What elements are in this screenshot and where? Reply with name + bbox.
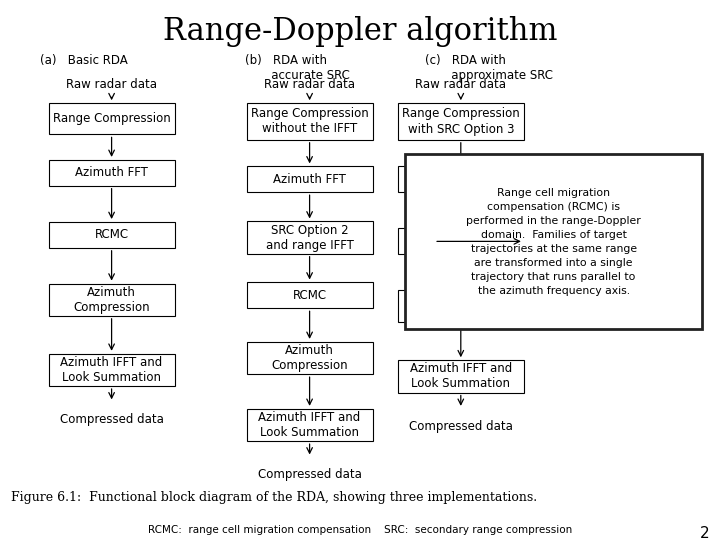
Text: Raw radar data: Raw radar data (264, 78, 355, 91)
Bar (405, 154, 702, 329)
Bar (397, 290, 524, 322)
Text: Azimuth
Compression: Azimuth Compression (271, 344, 348, 372)
Text: Range-Doppler algorithm: Range-Doppler algorithm (163, 16, 557, 47)
Bar (49, 160, 174, 186)
Text: Range Compression
with SRC Option 3: Range Compression with SRC Option 3 (402, 107, 520, 136)
Text: Azimuth IFFT and
Look Summation: Azimuth IFFT and Look Summation (410, 362, 512, 390)
Bar (49, 284, 174, 316)
Text: RCMC: RCMC (94, 228, 129, 241)
Text: (b)   RDA with
       accurate SRC: (b) RDA with accurate SRC (245, 54, 350, 82)
Text: RCMC: RCMC (444, 235, 478, 248)
Text: SRC Option 2
and range IFFT: SRC Option 2 and range IFFT (266, 224, 354, 252)
Text: Azimuth
Compression: Azimuth Compression (423, 292, 499, 320)
Bar (397, 360, 524, 393)
Text: RCMC: RCMC (292, 289, 327, 302)
Text: Range Compression: Range Compression (53, 112, 171, 125)
Text: Azimuth IFFT and
Look Summation: Azimuth IFFT and Look Summation (258, 411, 361, 439)
Text: Figure 6.1:  Functional block diagram of the RDA, showing three implementations.: Figure 6.1: Functional block diagram of … (11, 491, 537, 504)
Bar (397, 166, 524, 192)
Text: Azimuth FFT: Azimuth FFT (273, 173, 346, 186)
Bar (246, 166, 373, 192)
Bar (246, 221, 373, 254)
Bar (397, 228, 524, 254)
Text: Range Compression
without the IFFT: Range Compression without the IFFT (251, 107, 369, 136)
Bar (246, 409, 373, 441)
Text: Range cell migration
compensation (RCMC) is
performed in the range-Doppler
domai: Range cell migration compensation (RCMC)… (467, 187, 641, 295)
Text: (c)   RDA with
       approximate SRC: (c) RDA with approximate SRC (425, 54, 553, 82)
Text: Azimuth
Compression: Azimuth Compression (73, 286, 150, 314)
Text: (a)   Basic RDA: (a) Basic RDA (40, 54, 127, 67)
Text: Compressed data: Compressed data (409, 420, 513, 433)
Bar (246, 282, 373, 308)
Text: Azimuth FFT: Azimuth FFT (424, 173, 498, 186)
Text: Compressed data: Compressed data (60, 413, 163, 426)
Text: 2: 2 (700, 526, 709, 540)
Text: Raw radar data: Raw radar data (415, 78, 506, 91)
Bar (246, 103, 373, 140)
Bar (397, 103, 524, 140)
Text: Raw radar data: Raw radar data (66, 78, 157, 91)
Text: RCMC:  range cell migration compensation    SRC:  secondary range compression: RCMC: range cell migration compensation … (148, 525, 572, 535)
Bar (246, 342, 373, 374)
Bar (49, 354, 174, 386)
Text: Azimuth FFT: Azimuth FFT (75, 166, 148, 179)
Bar (49, 103, 174, 134)
Text: Azimuth IFFT and
Look Summation: Azimuth IFFT and Look Summation (60, 356, 163, 384)
Text: Compressed data: Compressed data (258, 468, 361, 481)
Bar (49, 222, 174, 248)
